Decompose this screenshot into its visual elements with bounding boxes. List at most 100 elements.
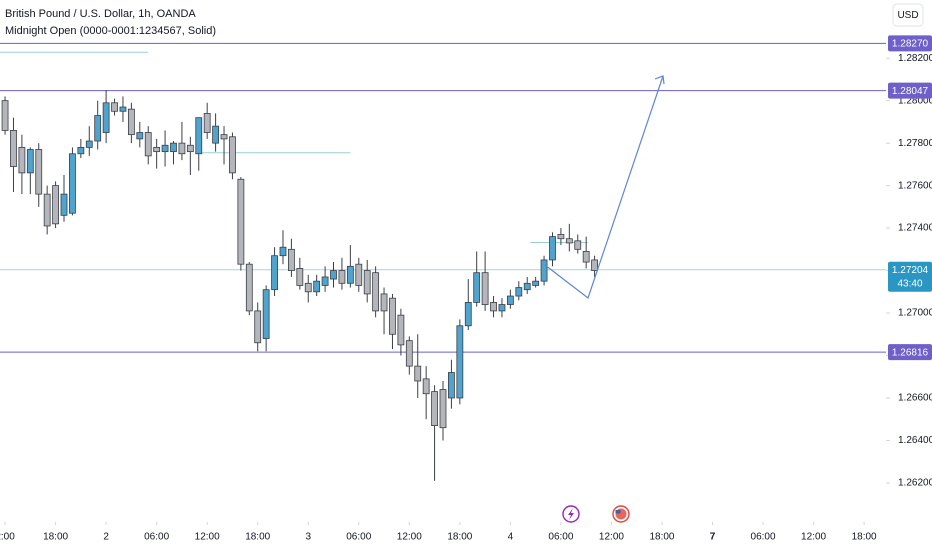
candle-body xyxy=(271,255,278,291)
candle-body xyxy=(69,153,76,214)
currency-button[interactable] xyxy=(892,3,924,27)
candle-body xyxy=(296,268,304,286)
y-tick-label: 1.27400 xyxy=(898,223,932,234)
x-tick-label: 06:00 xyxy=(346,532,371,543)
candle-body xyxy=(464,302,472,327)
y-tick-label: 1.27800 xyxy=(898,138,932,149)
x-tick-label: 3 xyxy=(305,532,311,543)
price-badge-label: 1.28270 xyxy=(892,38,929,49)
y-tick-label: 1.26400 xyxy=(898,435,932,446)
candle-body xyxy=(26,149,34,174)
x-tick-label: 2:00 xyxy=(0,532,15,543)
y-tick-label: 1.28000 xyxy=(898,95,932,106)
candle-body xyxy=(549,236,556,261)
candles-layer xyxy=(1,90,598,481)
candle-body xyxy=(119,106,127,112)
candle-body xyxy=(229,136,236,174)
x-tick-label: 18:00 xyxy=(447,532,472,543)
x-tick-label: 06:00 xyxy=(548,532,573,543)
candle-body xyxy=(43,193,51,227)
candle-body xyxy=(288,248,295,271)
candle-body xyxy=(330,270,337,280)
x-tick-label: 06:00 xyxy=(751,532,776,543)
x-tick-label: 06:00 xyxy=(144,532,169,543)
candle-body xyxy=(170,142,177,153)
price-badge-label: 1.28047 xyxy=(892,86,929,97)
arrow-head xyxy=(654,75,665,85)
candle-body xyxy=(262,289,270,339)
candle-body xyxy=(439,389,447,429)
candle-body xyxy=(279,246,287,257)
currency-label: USD xyxy=(897,10,918,21)
candle-body xyxy=(397,314,405,346)
candle-body xyxy=(346,265,354,284)
candle-body xyxy=(18,146,26,174)
y-tick-label: 1.26600 xyxy=(898,393,932,404)
lightning xyxy=(568,508,574,520)
candle-body xyxy=(473,272,481,303)
candle-body xyxy=(52,185,59,225)
flag-canton xyxy=(615,510,621,514)
x-tick-label: 18:00 xyxy=(649,532,674,543)
candle-body xyxy=(144,132,152,157)
candle-body xyxy=(195,117,203,155)
candle-body xyxy=(1,100,9,131)
indicator-label: Midnight Open (0000-0001:1234567, Solid) xyxy=(5,25,216,37)
candle-body xyxy=(405,340,413,367)
x-tick-label: 12:00 xyxy=(397,532,422,543)
candle-body xyxy=(245,263,253,312)
y-tick-label: 1.26200 xyxy=(898,478,932,489)
candle-body xyxy=(414,365,422,382)
candle-body xyxy=(456,325,464,399)
candle-body xyxy=(557,234,565,240)
candle-body xyxy=(523,282,531,291)
candle-body xyxy=(506,295,514,305)
candle-body xyxy=(532,280,540,286)
candle-body xyxy=(35,149,43,195)
candle-body xyxy=(60,193,68,216)
candle-body xyxy=(515,287,523,297)
axis-layer: 1.262001.264001.266001.268001.270001.272… xyxy=(0,35,932,543)
candle-body xyxy=(77,146,85,155)
candle-body xyxy=(422,378,430,395)
x-tick-label: 12:00 xyxy=(599,532,624,543)
candle-body xyxy=(582,251,590,263)
last-price-label: 1.27204 xyxy=(892,265,929,276)
candle-body xyxy=(136,132,144,140)
candle-body xyxy=(127,108,135,136)
candle-body xyxy=(254,310,262,344)
candle-body xyxy=(178,142,186,155)
candle-body xyxy=(313,280,321,293)
candle-body xyxy=(380,293,388,312)
x-tick-label: 7 xyxy=(710,532,716,543)
x-tick-label: 4 xyxy=(508,532,514,543)
candle-body xyxy=(498,304,506,312)
candle-body xyxy=(565,238,573,244)
candle-body xyxy=(321,276,329,286)
y-tick-label: 1.28200 xyxy=(898,53,932,64)
candle-body xyxy=(237,178,245,265)
price-badge xyxy=(888,35,932,52)
x-tick-label: 18:00 xyxy=(245,532,270,543)
candle-body xyxy=(102,102,110,133)
candle-body xyxy=(203,113,211,133)
candle-body xyxy=(574,240,582,250)
candle-body xyxy=(161,144,169,153)
x-tick-label: 18:00 xyxy=(43,532,68,543)
trend-path xyxy=(544,75,664,299)
drawing-arrow xyxy=(544,75,665,299)
candle-body xyxy=(186,144,194,153)
candle-body xyxy=(220,134,228,140)
candle-body xyxy=(389,297,396,335)
price-badge-label: 1.26816 xyxy=(892,347,929,358)
candle-body xyxy=(111,102,118,112)
price-badge xyxy=(888,344,932,361)
candle-body xyxy=(372,272,380,312)
candle-body xyxy=(431,391,438,426)
price-badge xyxy=(888,82,932,99)
x-tick-label: 12:00 xyxy=(195,532,220,543)
y-tick-label: 1.27000 xyxy=(898,308,932,319)
candle-body xyxy=(591,259,598,271)
event-icons xyxy=(562,505,630,523)
lines-layer xyxy=(0,42,886,353)
